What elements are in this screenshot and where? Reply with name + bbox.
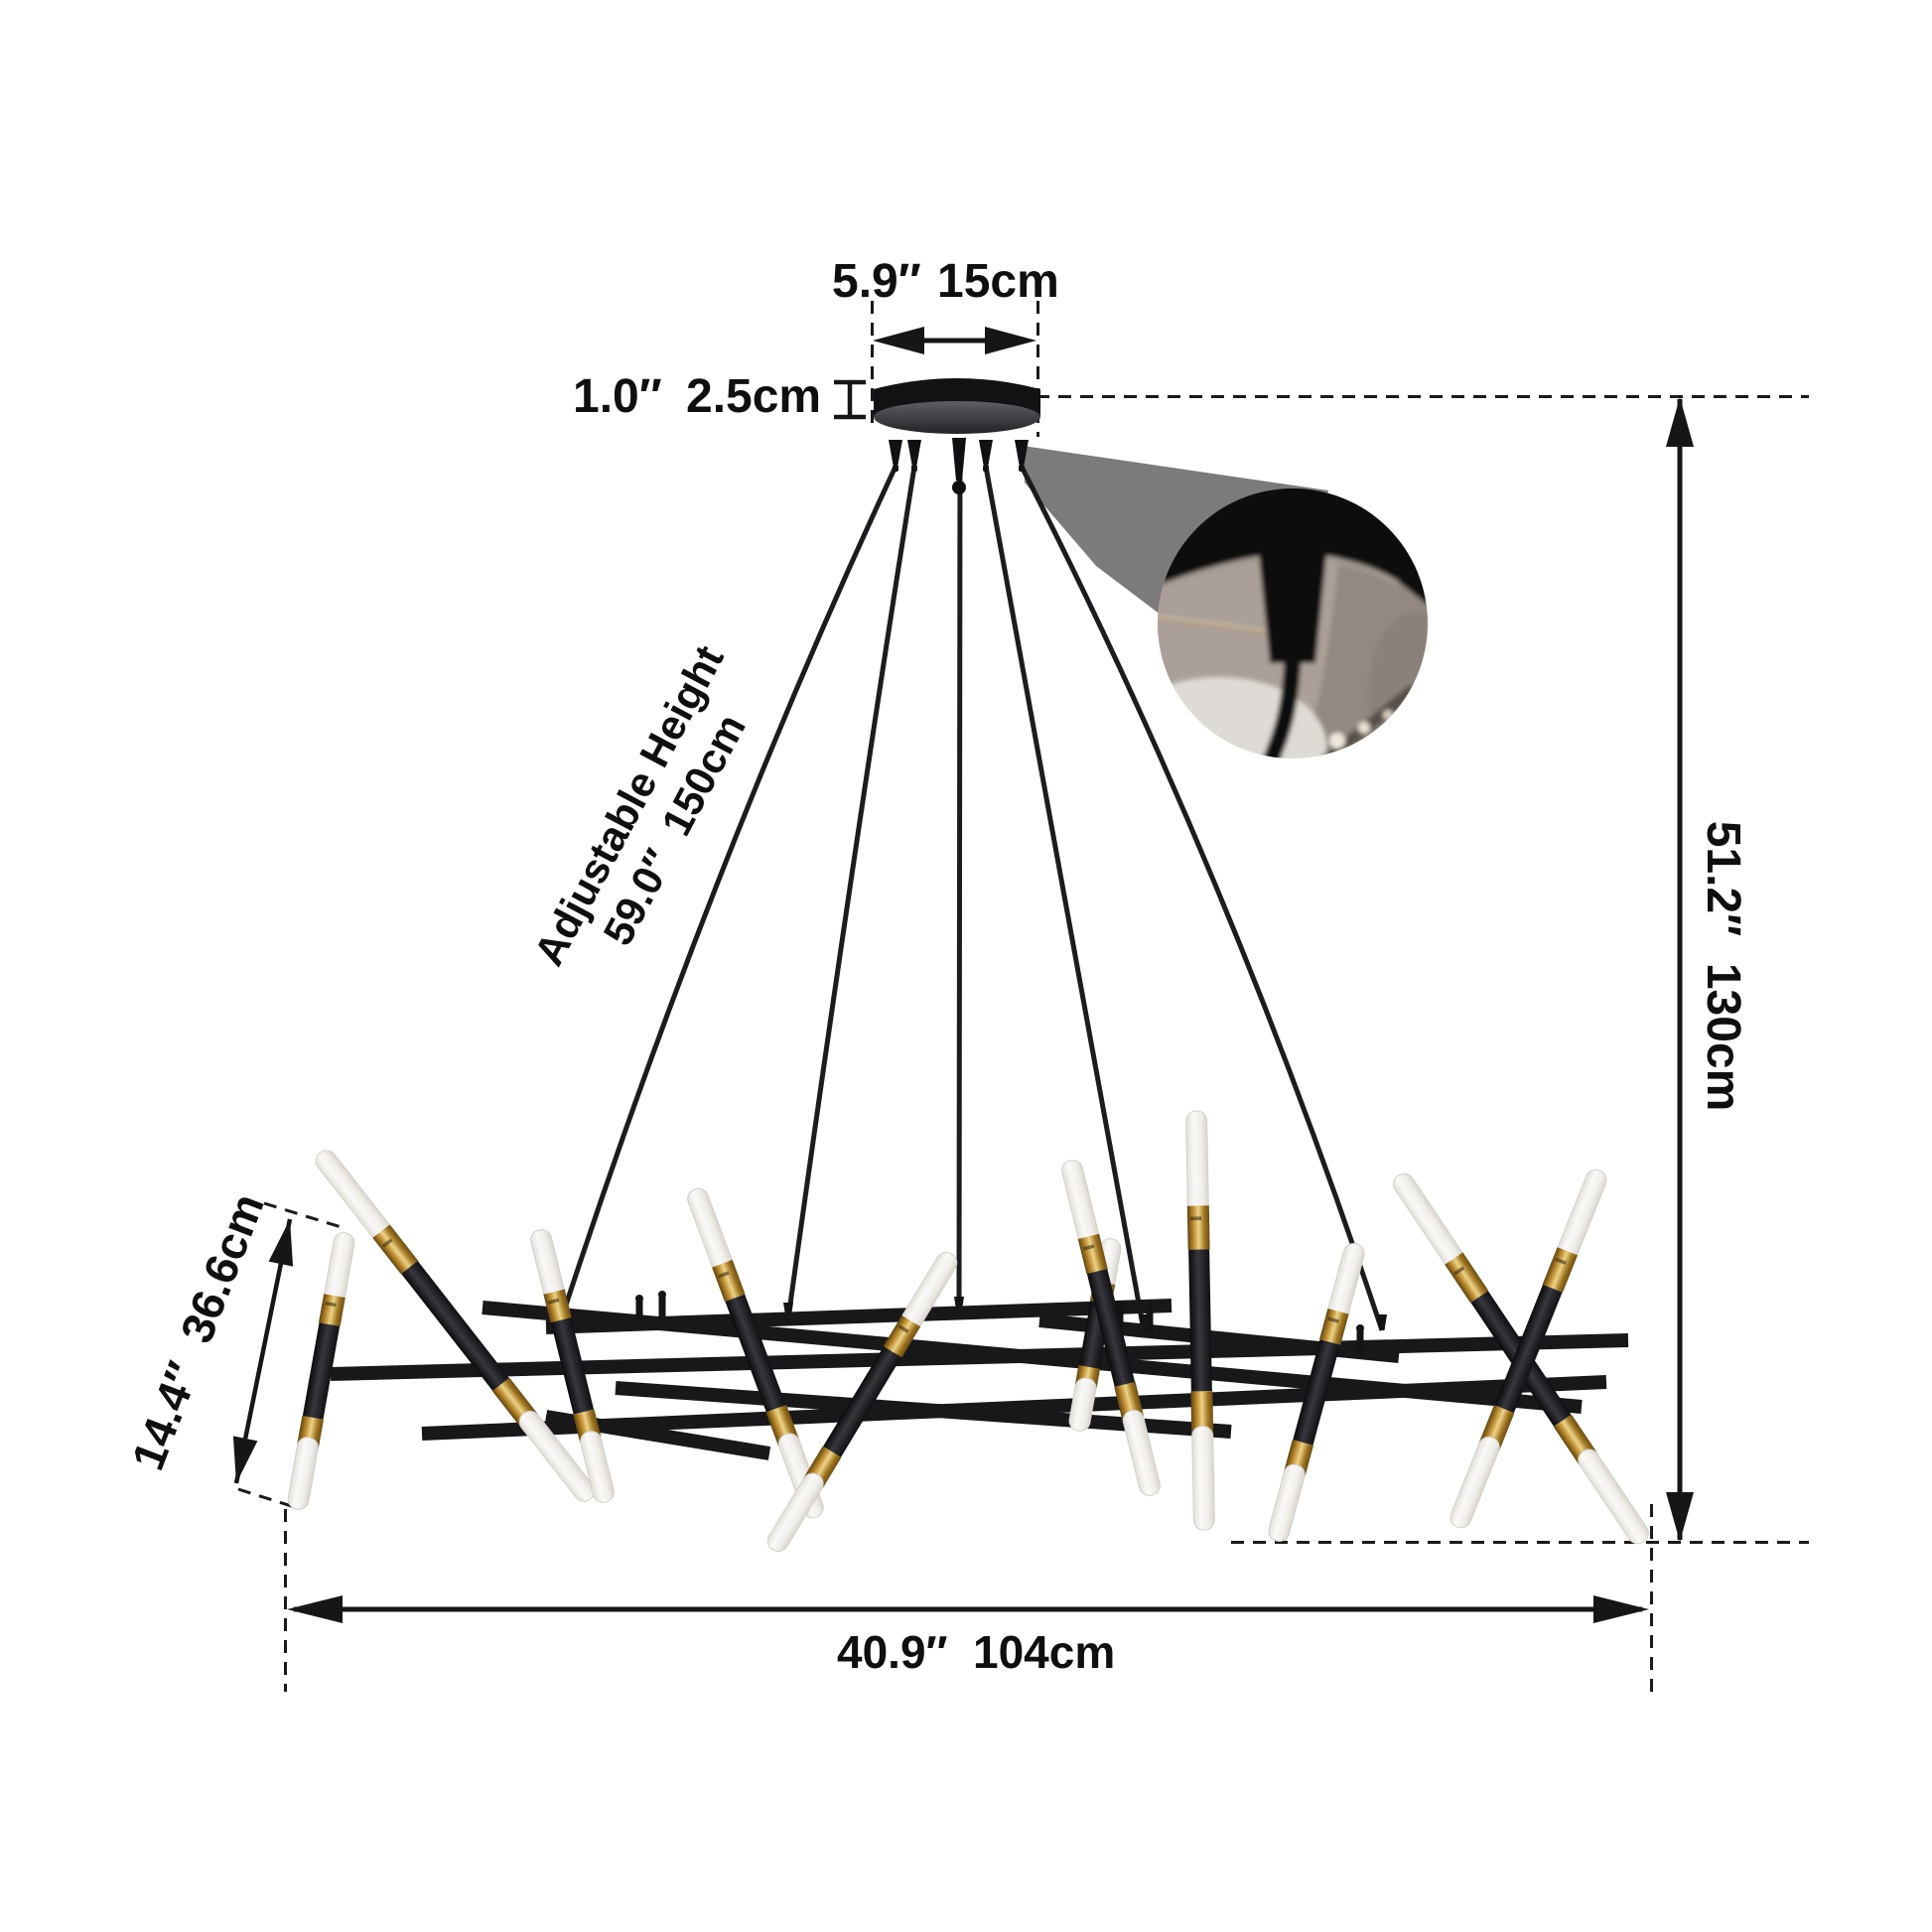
svg-text:104cm: 104cm [973,1626,1115,1678]
svg-text:1.0″: 1.0″ [573,370,662,423]
svg-text:51.2″ 130cm: 51.2″ 130cm [1697,821,1749,1112]
svg-text:15cm: 15cm [937,255,1059,308]
svg-text:40.9″: 40.9″ [837,1626,948,1678]
svg-text:5.9″: 5.9″ [832,255,921,308]
svg-text:2.5cm: 2.5cm [686,370,821,423]
